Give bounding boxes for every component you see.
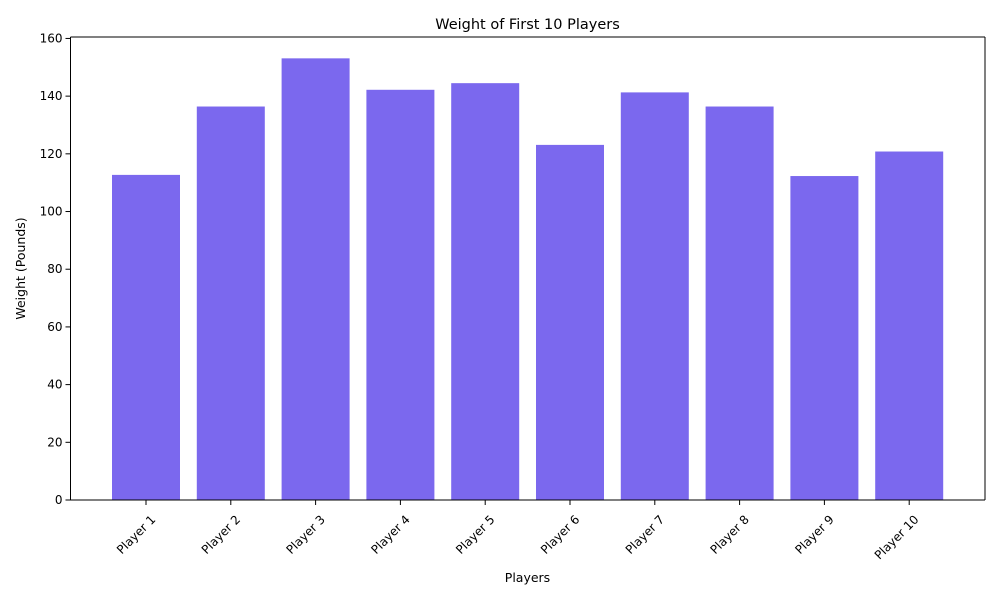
bars-group [112, 58, 944, 501]
x-tick-label: Player 8 [708, 512, 752, 556]
y-tick-label: 100 [40, 205, 63, 219]
x-tick-label: Player 6 [538, 512, 582, 556]
x-tick-label: Player 9 [792, 512, 836, 556]
x-tick-label: Player 3 [284, 512, 328, 556]
bar [620, 92, 689, 500]
y-tick-label: 40 [47, 378, 62, 392]
x-tick-label: Player 5 [453, 512, 497, 556]
y-axis-title: Weight (Pounds) [13, 217, 28, 319]
bar [366, 89, 435, 500]
x-tick-label: Player 2 [199, 512, 243, 556]
bar [536, 144, 604, 500]
x-tick-label: Player 10 [872, 512, 922, 562]
y-tick-label: 0 [55, 493, 63, 507]
x-tick-label: Player 7 [623, 512, 667, 556]
bar [790, 176, 859, 501]
y-tick-label: 20 [47, 435, 62, 449]
x-tick-label: Player 1 [114, 512, 158, 556]
chart-title: Weight of First 10 Players [435, 17, 620, 33]
y-tick-label: 160 [40, 31, 63, 45]
bar [196, 106, 265, 501]
y-tick-label: 80 [47, 262, 62, 276]
y-axis-ticks: 0 20 40 60 80 100 120 140 160 [40, 31, 71, 507]
bar [451, 83, 520, 500]
x-tick-label: Player 4 [368, 512, 412, 556]
bar [112, 174, 180, 500]
y-tick-label: 120 [40, 147, 63, 161]
bar [281, 58, 350, 500]
y-tick-label: 60 [47, 320, 62, 334]
bar [705, 106, 774, 501]
bar [875, 151, 944, 500]
y-tick-label: 140 [40, 89, 63, 103]
x-axis-title: Players [505, 570, 550, 585]
x-axis-ticks: Player 1 Player 2 Player 3 Player 4 Player 5… [114, 500, 922, 562]
